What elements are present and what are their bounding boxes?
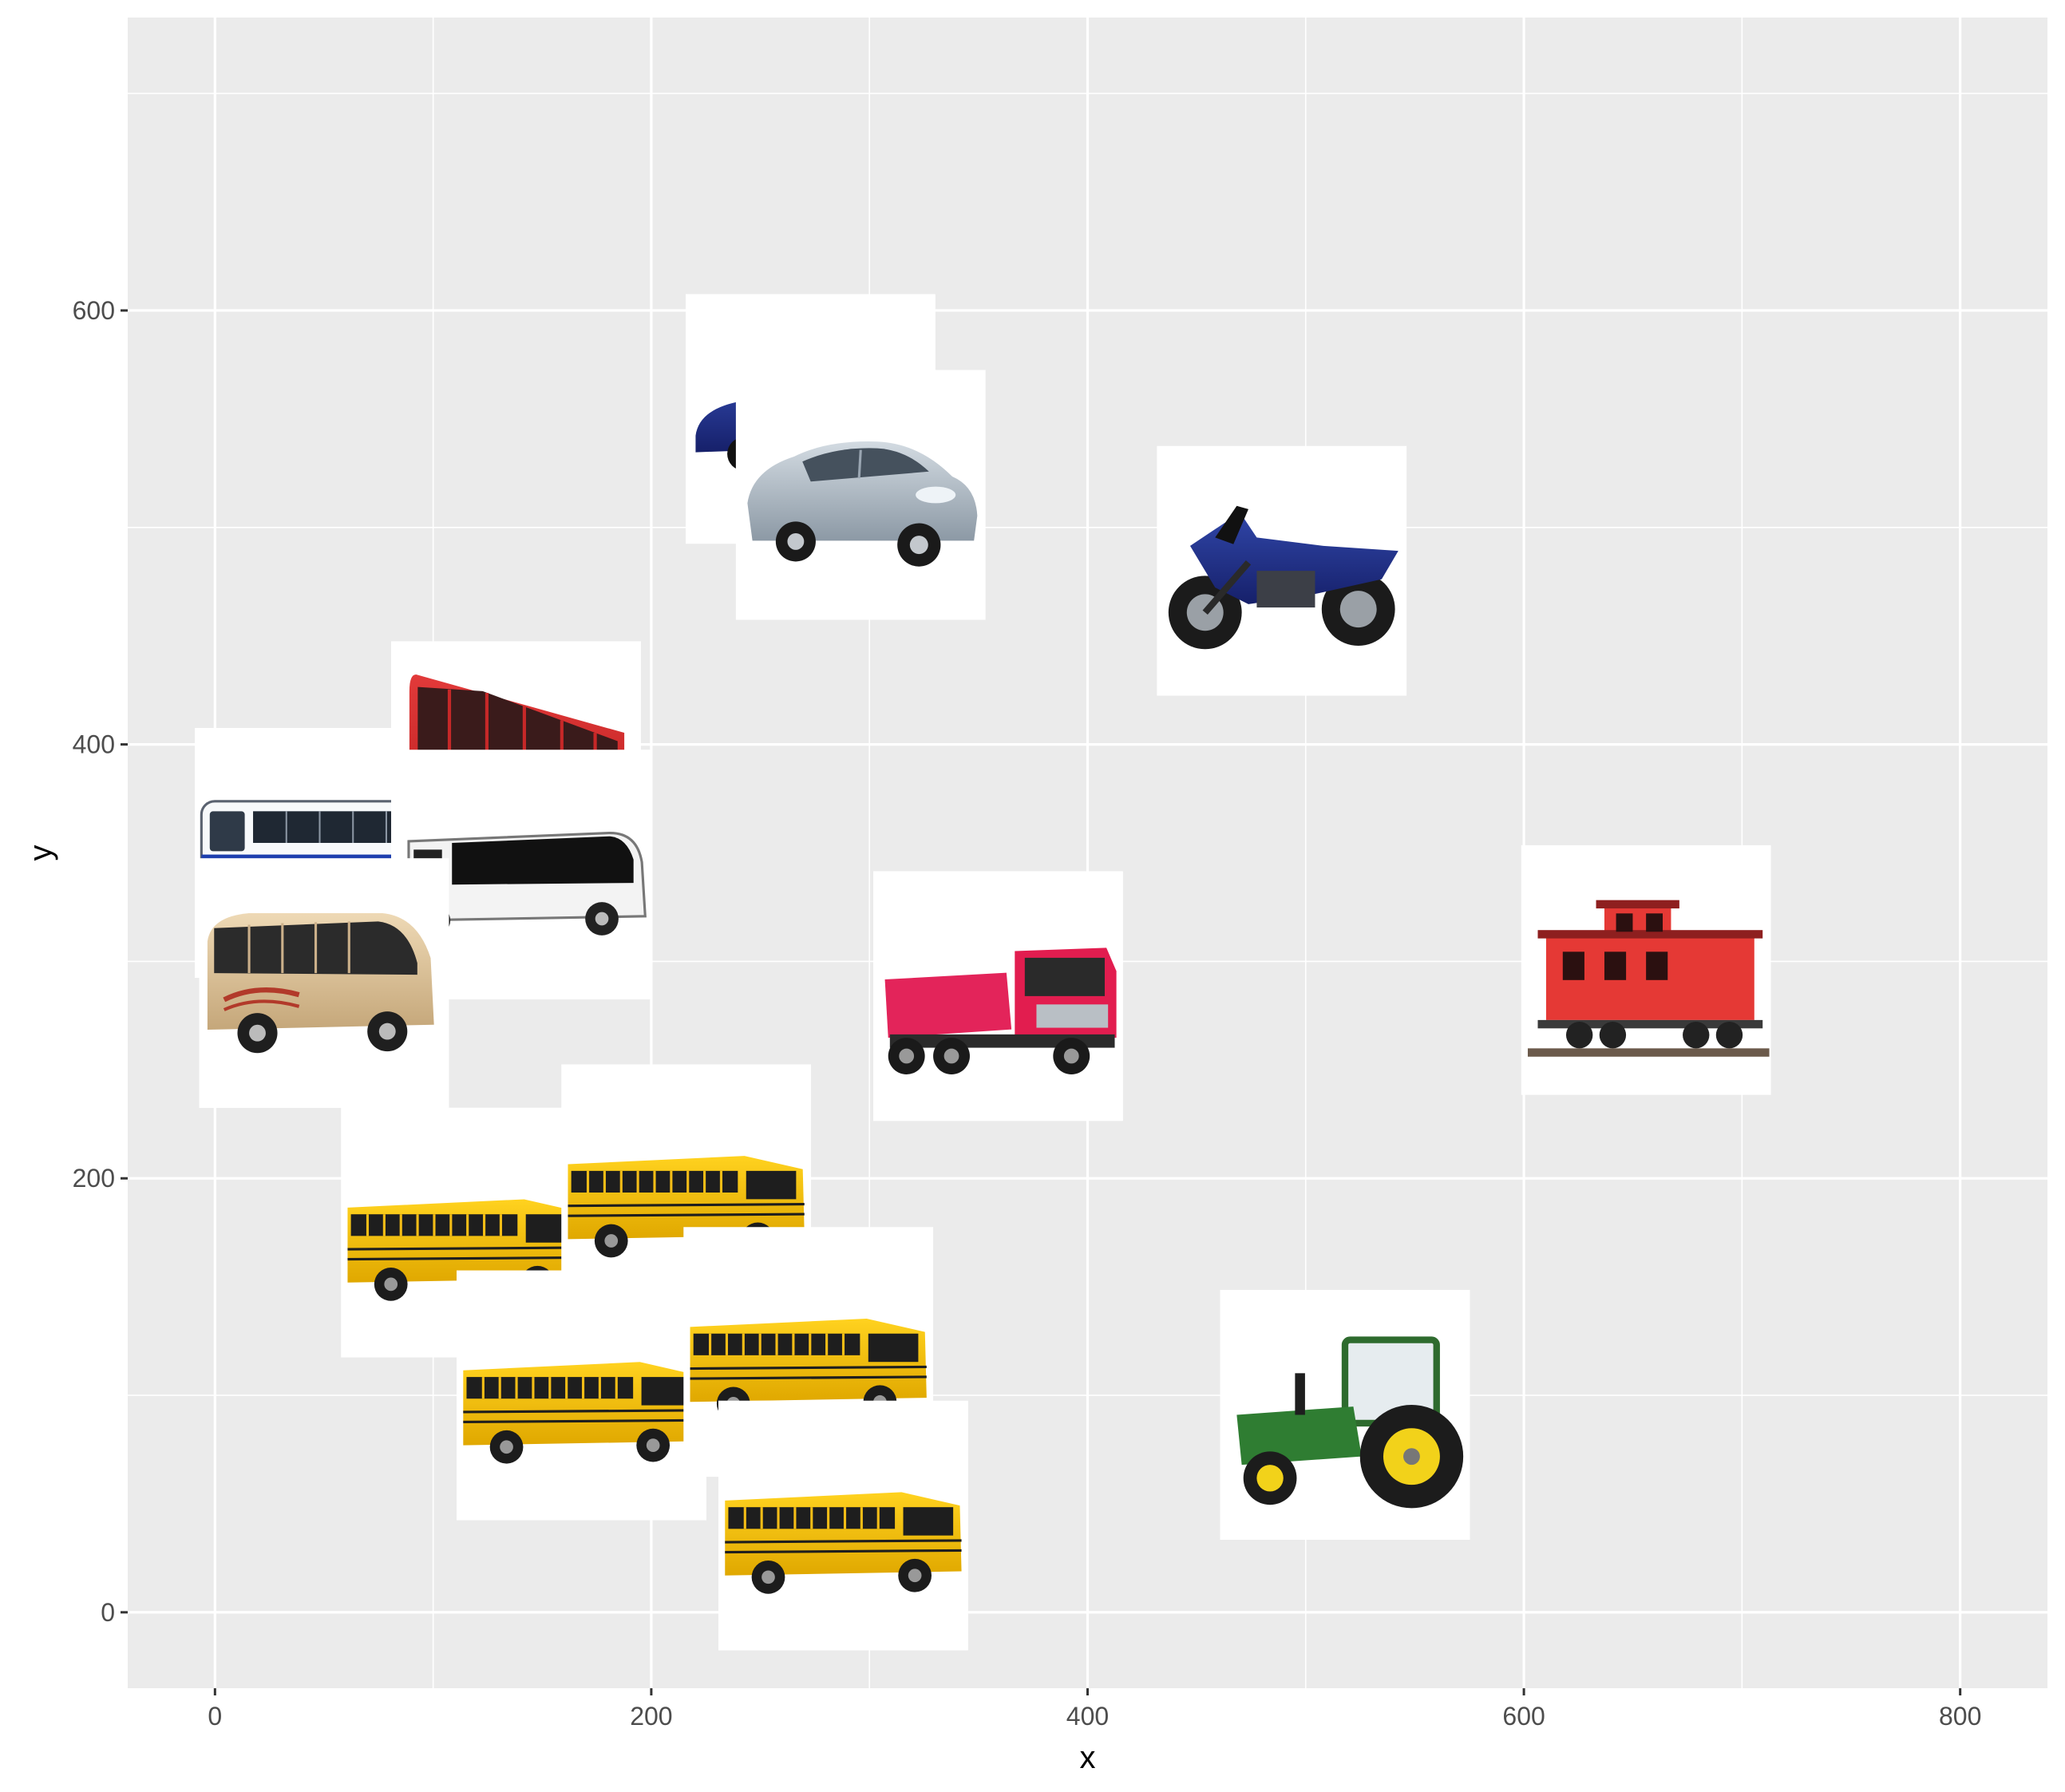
axes: 0 200 400 600 800 0 200 400 600 [73, 296, 1982, 1731]
x-tick-label: 800 [1939, 1702, 1981, 1731]
x-tick-label: 400 [1066, 1702, 1109, 1731]
y-axis-title: y [23, 845, 58, 861]
yellow-school-bus-long-icon [718, 1400, 968, 1651]
x-tick-label: 0 [208, 1702, 222, 1731]
green-tractor-icon [1220, 1290, 1470, 1540]
yellow-school-bus-front-view-icon [456, 1270, 706, 1521]
y-tick-label: 0 [101, 1598, 115, 1627]
blue-motorcycle-icon [1157, 446, 1406, 696]
x-axis-title: x [1080, 1740, 1096, 1775]
red-dump-truck-icon [872, 871, 1123, 1121]
silver-hatchback-car-icon [735, 370, 986, 620]
beige-minibus-icon [199, 858, 449, 1108]
y-tick-label: 200 [73, 1164, 115, 1193]
x-tick-label: 600 [1502, 1702, 1545, 1731]
y-tick-label: 600 [73, 296, 115, 325]
x-tick-label: 200 [630, 1702, 672, 1731]
y-tick-label: 400 [73, 730, 115, 759]
red-caboose-icon [1521, 845, 1771, 1095]
gridlines [128, 18, 2047, 1688]
